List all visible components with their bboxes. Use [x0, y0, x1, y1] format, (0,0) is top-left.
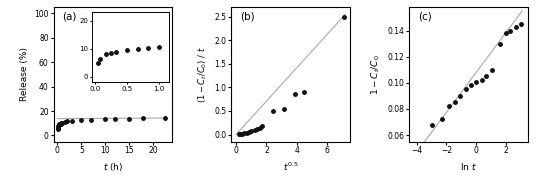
Text: (c): (c)	[418, 11, 431, 21]
Text: (a): (a)	[62, 11, 76, 21]
Y-axis label: Release (%): Release (%)	[20, 47, 29, 101]
X-axis label: ln $t$: ln $t$	[460, 161, 477, 172]
Y-axis label: $(1-C_t/C_0)$ / $t$: $(1-C_t/C_0)$ / $t$	[196, 46, 209, 103]
Text: (b): (b)	[240, 11, 255, 21]
Y-axis label: $1-C_t/C_0$: $1-C_t/C_0$	[369, 54, 382, 95]
X-axis label: $t$ (h): $t$ (h)	[103, 161, 123, 173]
X-axis label: $t^{0.5}$: $t^{0.5}$	[283, 161, 299, 173]
